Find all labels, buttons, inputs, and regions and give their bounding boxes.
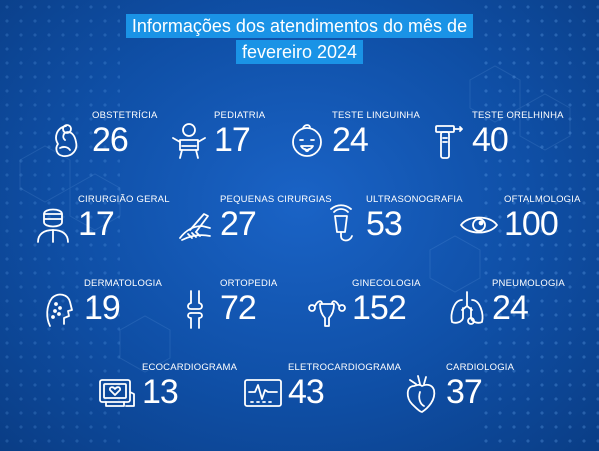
stat-ecocardiograma: ECOCARDIOGRAMA 13 bbox=[94, 362, 237, 416]
baby-icon bbox=[166, 118, 212, 164]
stat-label: GINECOLOGIA bbox=[352, 278, 421, 289]
stat-label: ORTOPEDIA bbox=[220, 278, 278, 289]
stat-label: OBSTETRÍCIA bbox=[92, 110, 158, 121]
stat-label: ELETROCARDIOGRAMA bbox=[288, 362, 402, 373]
stat-cirurgiao-geral: CIRURGIÃO GERAL 17 bbox=[30, 194, 170, 248]
stat-value: 43 bbox=[288, 373, 325, 411]
stat-pequenas-cirurgias: PEQUENAS CIRURGIAS 27 bbox=[172, 194, 332, 248]
stat-dermatologia: DERMATOLOGIA 19 bbox=[36, 278, 162, 332]
stat-value: 72 bbox=[220, 289, 257, 327]
surgical-hand-icon bbox=[172, 202, 218, 248]
stat-value: 27 bbox=[220, 205, 257, 243]
stat-oftalmologia: OFTALMOLOGIA 100 bbox=[456, 194, 581, 248]
stat-eletrocardiograma: ELETROCARDIOGRAMA 43 bbox=[240, 362, 401, 416]
stat-ultrasonografia: ULTRASONOGRAFIA 53 bbox=[318, 194, 463, 248]
stat-label: TESTE LINGUINHA bbox=[332, 110, 420, 121]
stat-value: 37 bbox=[446, 373, 483, 411]
stat-ortopedia: ORTOPEDIA 72 bbox=[172, 278, 277, 332]
dot-pattern-right bbox=[479, 0, 599, 451]
stat-teste-orelhinha: TESTE ORELHINHA 40 bbox=[424, 110, 564, 164]
stat-label: CARDIOLOGIA bbox=[446, 362, 515, 373]
ecg-monitor-icon bbox=[240, 370, 286, 416]
otoscope-icon bbox=[424, 118, 470, 164]
fetus-icon bbox=[44, 118, 90, 164]
stat-label: PEDIATRIA bbox=[214, 110, 266, 121]
stat-value: 17 bbox=[78, 205, 115, 243]
stat-value: 13 bbox=[142, 373, 179, 411]
knee-bone-icon bbox=[172, 286, 218, 332]
stat-value: 24 bbox=[332, 121, 369, 159]
stat-value: 26 bbox=[92, 121, 129, 159]
eye-icon bbox=[456, 202, 502, 248]
surgeon-icon bbox=[30, 202, 76, 248]
stat-obstetricia: OBSTETRÍCIA 26 bbox=[44, 110, 158, 164]
stat-label: PEQUENAS CIRURGIAS bbox=[220, 194, 332, 205]
stat-value: 40 bbox=[472, 121, 509, 159]
stat-cardiologia: CARDIOLOGIA 37 bbox=[398, 362, 514, 416]
uterus-icon bbox=[304, 286, 350, 332]
stat-value: 24 bbox=[492, 289, 529, 327]
echo-monitor-icon bbox=[94, 370, 140, 416]
stat-pediatria: PEDIATRIA 17 bbox=[166, 110, 265, 164]
ultrasound-probe-icon bbox=[318, 202, 364, 248]
stat-value: 152 bbox=[352, 289, 407, 327]
stat-label: CIRURGIÃO GERAL bbox=[78, 194, 170, 205]
stat-label: DERMATOLOGIA bbox=[84, 278, 163, 289]
title-banner: Informações dos atendimentos do mês de f… bbox=[0, 14, 599, 64]
title-line-2: fevereiro 2024 bbox=[235, 40, 364, 64]
lungs-icon bbox=[444, 286, 490, 332]
stat-label: PNEUMOLOGIA bbox=[492, 278, 565, 289]
stat-pneumologia: PNEUMOLOGIA 24 bbox=[444, 278, 565, 332]
stat-value: 53 bbox=[366, 205, 403, 243]
stat-value: 19 bbox=[84, 289, 121, 327]
face-skin-icon bbox=[36, 286, 82, 332]
stat-label: ULTRASONOGRAFIA bbox=[366, 194, 463, 205]
heart-icon bbox=[398, 370, 444, 416]
stat-label: OFTALMOLOGIA bbox=[504, 194, 581, 205]
stat-ginecologia: GINECOLOGIA 152 bbox=[304, 278, 421, 332]
stat-label: TESTE ORELHINHA bbox=[472, 110, 564, 121]
baby-face-icon bbox=[284, 118, 330, 164]
stat-label: ECOCARDIOGRAMA bbox=[142, 362, 238, 373]
stat-teste-linguinha: TESTE LINGUINHA 24 bbox=[284, 110, 420, 164]
stat-value: 100 bbox=[504, 205, 559, 243]
stat-value: 17 bbox=[214, 121, 251, 159]
title-line-1: Informações dos atendimentos do mês de bbox=[125, 14, 474, 38]
